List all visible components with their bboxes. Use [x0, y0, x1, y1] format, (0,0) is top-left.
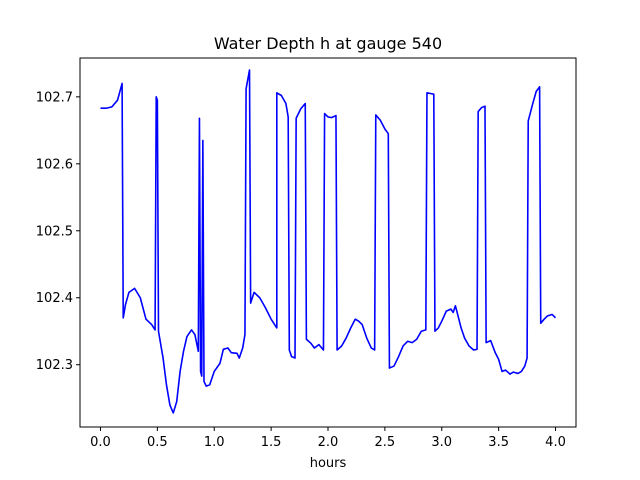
x-tick-label: 3.5 — [488, 435, 509, 450]
y-tick-label: 102.6 — [36, 157, 73, 172]
chart-title: Water Depth h at gauge 540 — [214, 34, 442, 53]
y-axis: 102.3 102.4 102.5 102.6 102.7 — [36, 90, 80, 373]
y-tick-label: 102.4 — [36, 291, 73, 306]
x-tick-label: 0.0 — [90, 435, 111, 450]
y-tick-label: 102.3 — [36, 358, 73, 373]
x-axis-label: hours — [310, 456, 347, 471]
x-tick-label: 1.5 — [261, 435, 282, 450]
x-tick-label: 0.5 — [147, 435, 168, 450]
y-tick-label: 102.5 — [36, 224, 73, 239]
y-tick-label: 102.7 — [36, 90, 73, 105]
x-tick-label: 4.0 — [545, 435, 566, 450]
x-tick-label: 2.0 — [318, 435, 339, 450]
x-axis: 0.0 0.5 1.0 1.5 2.0 2.5 3.0 3.5 4.0 — [90, 427, 566, 450]
x-tick-label: 3.0 — [431, 435, 452, 450]
x-tick-label: 2.5 — [375, 435, 396, 450]
x-tick-label: 1.0 — [204, 435, 225, 450]
series-line-water-depth — [100, 69, 557, 414]
